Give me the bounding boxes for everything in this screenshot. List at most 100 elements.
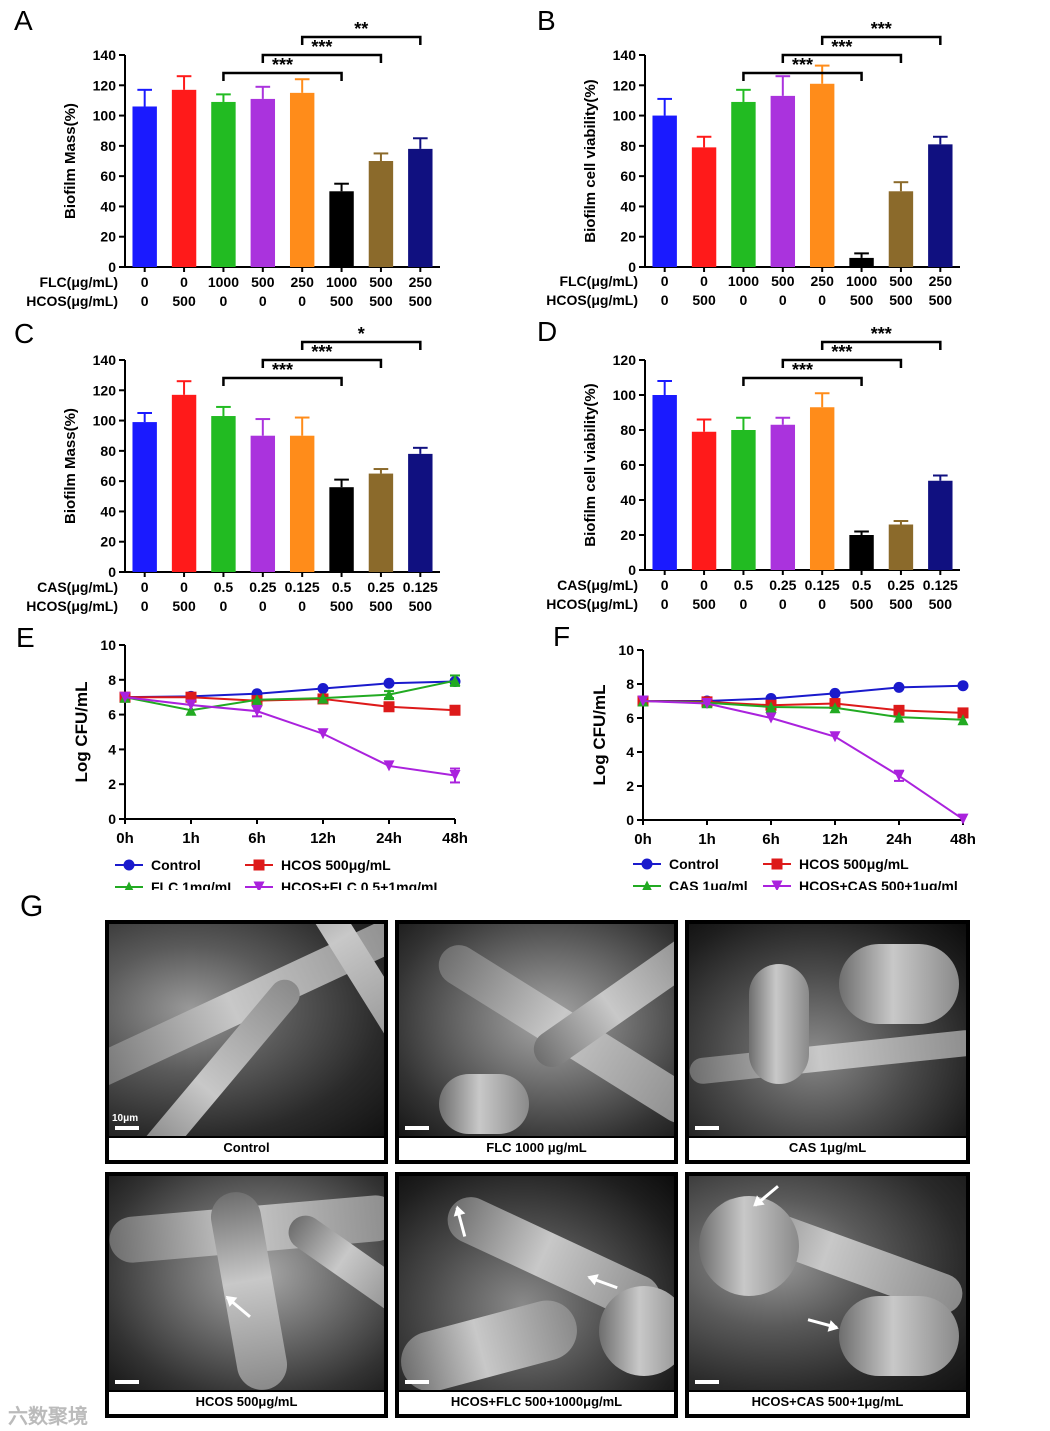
significance-bracket bbox=[222, 376, 343, 386]
legend-label: HCOS 500μg/mL bbox=[281, 857, 391, 873]
y-tick-label: 20 bbox=[620, 229, 636, 245]
y-tick-label: 60 bbox=[620, 457, 636, 473]
condition-value: 0 bbox=[740, 292, 748, 308]
significance-bracket bbox=[300, 340, 422, 350]
sem-caption: Control bbox=[109, 1136, 384, 1160]
series-line bbox=[124, 679, 456, 712]
condition-value: 500 bbox=[850, 596, 874, 612]
y-tick-label: 80 bbox=[100, 138, 116, 154]
x-tick-label: 12h bbox=[822, 831, 848, 848]
condition-value: 0 bbox=[740, 596, 748, 612]
y-tick-label: 60 bbox=[100, 473, 116, 489]
bar bbox=[770, 424, 796, 570]
bar bbox=[888, 191, 914, 267]
marker bbox=[253, 881, 265, 890]
series-line bbox=[124, 680, 456, 699]
marker bbox=[383, 677, 395, 689]
y-tick-label: 120 bbox=[93, 382, 117, 398]
condition-value: 500 bbox=[889, 273, 913, 289]
significance-bracket bbox=[820, 340, 942, 350]
condition-row-label: HCOS(μg/mL) bbox=[546, 596, 638, 612]
condition-value: 250 bbox=[409, 274, 433, 290]
condition-value: 0 bbox=[700, 577, 708, 593]
y-tick-label: 80 bbox=[100, 443, 116, 459]
marker bbox=[701, 698, 713, 710]
legend-label: HCOS+FLC 0.5+1mg/mL bbox=[281, 879, 442, 890]
bar bbox=[171, 394, 197, 572]
condition-value: 0.125 bbox=[805, 577, 840, 593]
condition-value: 0 bbox=[818, 292, 826, 308]
bar bbox=[132, 422, 157, 572]
condition-value: 250 bbox=[811, 273, 835, 289]
x-tick-label: 6h bbox=[762, 831, 780, 848]
marker bbox=[251, 694, 263, 706]
marker bbox=[893, 681, 905, 693]
condition-value: 500 bbox=[369, 598, 393, 614]
x-tick-label: 0h bbox=[116, 830, 134, 847]
legend-label: HCOS 500μg/mL bbox=[799, 856, 909, 872]
condition-value: 0.25 bbox=[887, 577, 914, 593]
line-chart-f: F 0 2 4 6 8 10 0h 1h 6h 12h 24h 48h Log CFU/mL Control… bbox=[553, 621, 976, 890]
condition-value: 0.5 bbox=[332, 579, 352, 595]
condition-row-label: CAS(μg/mL) bbox=[37, 579, 118, 595]
bar bbox=[289, 435, 315, 572]
marker bbox=[641, 858, 653, 870]
y-tick-label: 20 bbox=[620, 527, 636, 543]
marker bbox=[957, 707, 969, 719]
marker bbox=[642, 880, 652, 890]
panel-letter: F bbox=[553, 621, 570, 652]
condition-row-label: CAS(μg/mL) bbox=[557, 577, 638, 593]
y-tick-label: 0 bbox=[108, 811, 116, 827]
significance-label: *** bbox=[831, 37, 852, 57]
condition-value: 0 bbox=[141, 274, 149, 290]
bar bbox=[770, 95, 796, 267]
y-tick-label: 20 bbox=[100, 534, 116, 550]
condition-value: 0.5 bbox=[214, 579, 234, 595]
bar bbox=[171, 89, 197, 267]
condition-value: 500 bbox=[409, 293, 433, 309]
significance-bracket bbox=[820, 35, 942, 45]
significance-label: *** bbox=[272, 55, 293, 75]
y-tick-label: 8 bbox=[108, 672, 116, 688]
x-tick-label: 24h bbox=[376, 830, 402, 847]
significance-label: *** bbox=[871, 324, 892, 344]
y-tick-label: 60 bbox=[100, 168, 116, 184]
significance-label: *** bbox=[792, 55, 813, 75]
condition-value: 0 bbox=[259, 293, 267, 309]
bar-chart-a: A 0 20 40 60 80 100 120 140 Biofilm Mass(%) FLC(μg… bbox=[14, 5, 440, 309]
y-tick-label: 6 bbox=[626, 710, 634, 726]
sem-caption: HCOS+CAS 500+1μg/mL bbox=[689, 1390, 966, 1414]
marker bbox=[449, 770, 461, 781]
x-tick-label: 6h bbox=[248, 830, 266, 847]
bar bbox=[849, 535, 874, 570]
bar bbox=[250, 435, 276, 572]
series-line bbox=[642, 700, 964, 820]
y-tick-label: 120 bbox=[613, 77, 637, 93]
panel-letter: A bbox=[14, 5, 33, 36]
condition-value: 500 bbox=[172, 293, 196, 309]
y-tick-label: 8 bbox=[626, 676, 634, 692]
marker bbox=[383, 689, 395, 701]
condition-value: 250 bbox=[929, 273, 953, 289]
y-tick-label: 140 bbox=[93, 47, 117, 63]
condition-value: 500 bbox=[330, 598, 354, 614]
condition-value: 0 bbox=[259, 598, 267, 614]
condition-value: 500 bbox=[369, 274, 393, 290]
bar bbox=[888, 524, 914, 570]
y-tick-label: 40 bbox=[100, 198, 116, 214]
line-chart-e: E 0 2 4 6 8 10 0h 1h 6h 12h 24h 48h Log CFU/mL Control… bbox=[16, 622, 468, 890]
condition-value: 500 bbox=[369, 293, 393, 309]
condition-value: 0.25 bbox=[769, 577, 796, 593]
sem-panel-hcos-cas: HCOS+CAS 500+1μg/mL bbox=[685, 1172, 970, 1418]
y-axis-label: Biofilm cell viability(%) bbox=[582, 383, 599, 546]
marker bbox=[957, 714, 969, 726]
marker bbox=[317, 683, 329, 694]
significance-bracket bbox=[222, 71, 343, 81]
bar bbox=[691, 431, 717, 570]
significance-label: *** bbox=[831, 342, 852, 362]
condition-value: 0.125 bbox=[403, 579, 438, 595]
condition-value: 500 bbox=[850, 292, 874, 308]
bar-chart-c: C 0 20 40 60 80 100 120 140 Biofilm Mass(%) CAS(μg… bbox=[14, 318, 440, 614]
scale-bar bbox=[695, 1380, 719, 1384]
panel-letter: C bbox=[14, 318, 34, 349]
